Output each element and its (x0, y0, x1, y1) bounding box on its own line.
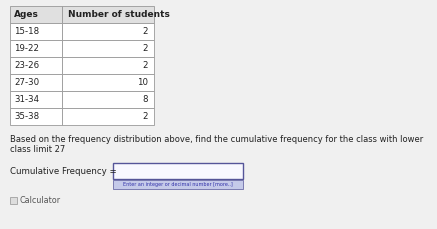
Bar (10, 91, 62, 108)
Bar (113, 163, 243, 179)
Text: Enter an integer or decimal number [more..]: Enter an integer or decimal number [more… (123, 182, 233, 187)
Text: 31-34: 31-34 (14, 95, 39, 104)
Bar (10, 197, 17, 204)
Bar (62, 57, 154, 74)
Text: Based on the frequency distribution above, find the cumulative frequency for the: Based on the frequency distribution abov… (10, 135, 423, 144)
Text: 2: 2 (142, 61, 148, 70)
Bar (62, 23, 154, 40)
Text: 15-18: 15-18 (14, 27, 39, 36)
Bar (62, 108, 154, 125)
Text: class limit 27: class limit 27 (10, 145, 65, 154)
Text: 27-30: 27-30 (14, 78, 39, 87)
Bar (62, 6, 154, 23)
Bar (10, 108, 62, 125)
Bar (62, 74, 154, 91)
Text: 2: 2 (142, 27, 148, 36)
Bar (10, 40, 62, 57)
Text: Ages: Ages (14, 10, 39, 19)
Text: 2: 2 (142, 112, 148, 121)
Bar (62, 40, 154, 57)
Bar (10, 74, 62, 91)
Bar (10, 23, 62, 40)
Bar (113, 180, 243, 189)
Text: 19-22: 19-22 (14, 44, 39, 53)
Bar (62, 91, 154, 108)
Text: 2: 2 (142, 44, 148, 53)
Text: Calculator: Calculator (20, 196, 61, 205)
Text: 8: 8 (142, 95, 148, 104)
Text: 23-26: 23-26 (14, 61, 39, 70)
Bar (10, 6, 62, 23)
Text: 35-38: 35-38 (14, 112, 39, 121)
Bar (10, 57, 62, 74)
Text: Cumulative Frequency =: Cumulative Frequency = (10, 166, 117, 175)
Text: 10: 10 (137, 78, 148, 87)
Text: Number of students: Number of students (68, 10, 170, 19)
